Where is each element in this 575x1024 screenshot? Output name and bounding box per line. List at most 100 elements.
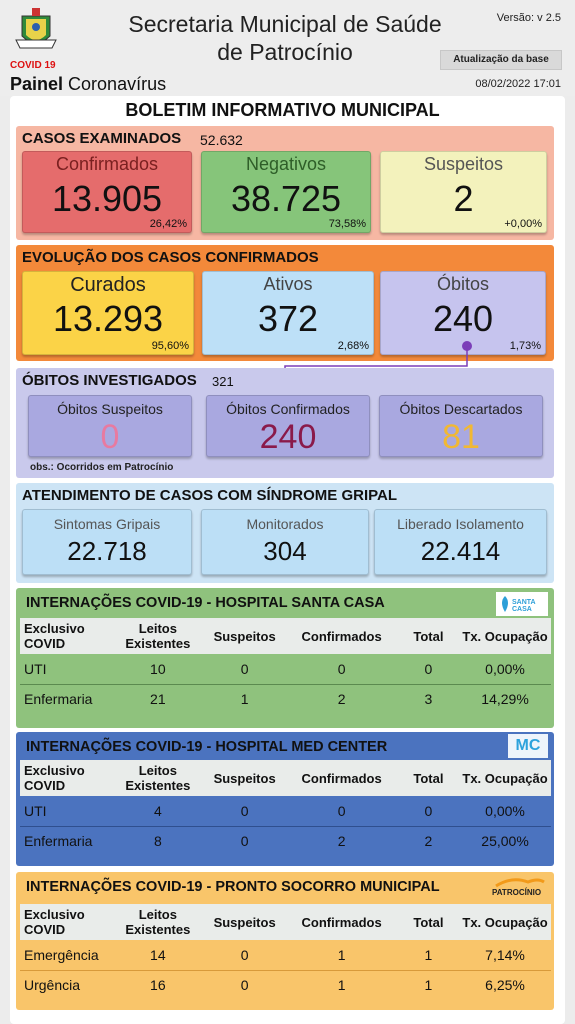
col-ocupacao: Tx. Ocupação: [462, 770, 548, 786]
table-cell: 2: [337, 833, 346, 850]
monitorados-box[interactable]: Monitorados 304: [201, 509, 369, 575]
sindrome-gripal-title: ATENDIMENTO DE CASOS COM SÍNDROME GRIPAL: [22, 487, 398, 504]
table-cell: 21: [150, 691, 166, 708]
col-suspeitos: Suspeitos: [213, 628, 276, 644]
obitos-note: obs.: Ocorridos em Patrocínio: [30, 462, 174, 473]
ativos-box[interactable]: Ativos 372 2,68%: [202, 271, 374, 355]
update-date: 08/02/2022 17:01: [475, 78, 561, 90]
table-cell: 2: [337, 691, 346, 708]
bulletin-card: BOLETIM INFORMATIVO MUNICIPAL CASOS EXAM…: [10, 96, 565, 1024]
monitorados-label: Monitorados: [246, 516, 324, 532]
obitos-label: Óbitos: [436, 274, 490, 294]
covid-caption: COVID 19: [10, 60, 56, 71]
med-center-logo: MC: [508, 734, 548, 758]
obitos-pct: 1,73%: [509, 340, 541, 352]
santa-casa-title: INTERNAÇÕES COVID-19 - HOSPITAL SANTA CA…: [26, 595, 385, 611]
table-cell: 0: [240, 660, 249, 677]
table-cell: 0: [240, 802, 249, 819]
table-cell: 25,00%: [481, 833, 529, 850]
pronto-socorro-title: INTERNAÇÕES COVID-19 - PRONTO SOCORRO MU…: [26, 879, 440, 895]
curados-label: Curados: [70, 274, 146, 296]
table-cell: 0: [240, 833, 249, 850]
liberado-box[interactable]: Liberado Isolamento 22.414: [374, 509, 547, 575]
col-ocupacao: Tx. Ocupação: [462, 914, 548, 930]
table-cell: 0: [424, 660, 433, 677]
confirmados-box[interactable]: Confirmados 13.905 26,42%: [22, 151, 192, 233]
negativos-pct: 73,58%: [328, 218, 366, 230]
med-center-section: INTERNAÇÕES COVID-19 - HOSPITAL MED CENT…: [16, 732, 554, 866]
pronto-socorro-section: INTERNAÇÕES COVID-19 - PRONTO SOCORRO MU…: [16, 872, 554, 1010]
city-coat-of-arms-logo: [12, 6, 60, 58]
obitos-descartados-value: 81: [442, 418, 480, 456]
confirmados-pct: 26,42%: [149, 218, 187, 230]
obitos-suspeitos-label: Óbitos Suspeitos: [57, 401, 163, 417]
sintomas-box[interactable]: Sintomas Gripais 22.718: [22, 509, 192, 575]
col-leitos: Leitos Existentes: [125, 907, 191, 937]
pronto-socorro-table: Exclusivo COVID Leitos Existentes Suspei…: [20, 904, 551, 1000]
obitos-investigados-title: ÓBITOS INVESTIGADOS: [22, 372, 197, 389]
table-cell: UTI: [24, 802, 47, 819]
table-cell: 0: [337, 802, 346, 819]
table-cell: 14: [150, 946, 166, 963]
confirmados-label: Confirmados: [55, 154, 159, 174]
ativos-pct: 2,68%: [337, 340, 369, 352]
table-cell: 0,00%: [485, 660, 525, 677]
table-cell: 14,29%: [481, 691, 529, 708]
table-row: Enfermaria 21 1 2 3 14,29%: [20, 684, 551, 714]
page-title: Secretaria Municipal de Saúde de Patrocí…: [110, 10, 460, 66]
table-cell: Emergência: [24, 946, 99, 963]
obitos-investigados-count: 321: [212, 374, 234, 389]
obitos-suspeitos-value: 0: [100, 418, 120, 456]
curados-box[interactable]: Curados 13.293 95,60%: [22, 271, 194, 355]
liberado-label: Liberado Isolamento: [397, 516, 524, 532]
negativos-value: 38.725: [230, 178, 342, 219]
panel-title-bold: Painel: [10, 74, 64, 94]
casos-examinados-title: CASOS EXAMINADOS: [22, 130, 182, 147]
santa-casa-section: INTERNAÇÕES COVID-19 - HOSPITAL SANTA CA…: [16, 588, 554, 728]
bulletin-title: BOLETIM INFORMATIVO MUNICIPAL: [125, 100, 440, 120]
col-confirmados: Confirmados: [301, 628, 382, 644]
col-exclusivo: Exclusivo COVID: [24, 621, 85, 651]
negativos-label: Negativos: [245, 154, 327, 174]
sindrome-gripal-section: ATENDIMENTO DE CASOS COM SÍNDROME GRIPAL…: [16, 483, 554, 583]
negativos-box[interactable]: Negativos 38.725 73,58%: [201, 151, 371, 233]
suspeitos-box[interactable]: Suspeitos 2 +0,00%: [380, 151, 547, 233]
table-cell: 0: [240, 977, 249, 994]
table-cell: 0: [240, 946, 249, 963]
table-cell: 6,25%: [485, 977, 525, 994]
casos-examinados-count: 52.632: [200, 132, 243, 148]
table-cell: UTI: [24, 660, 47, 677]
col-confirmados: Confirmados: [301, 914, 382, 930]
patrocinio-logo-text: PATROCÍNIO: [492, 888, 542, 897]
obitos-confirmados-label: Óbitos Confirmados: [226, 401, 350, 417]
table-cell: 4: [153, 802, 162, 819]
obitos-value: 240: [432, 298, 494, 339]
suspeitos-value: 2: [453, 178, 474, 219]
table-cell: Enfermaria: [24, 833, 93, 850]
obitos-box[interactable]: Óbitos 240 1,73%: [380, 271, 546, 355]
col-ocupacao: Tx. Ocupação: [462, 628, 548, 644]
suspeitos-label: Suspeitos: [423, 154, 504, 174]
ativos-value: 372: [257, 298, 319, 339]
table-cell: 1: [337, 946, 346, 963]
obitos-investigados-section: ÓBITOS INVESTIGADOS 321 Óbitos Suspeitos…: [16, 368, 554, 478]
obitos-descartados-label: Óbitos Descartados: [399, 401, 523, 417]
update-base-button[interactable]: Atualização da base: [440, 50, 562, 70]
col-exclusivo: Exclusivo COVID: [24, 763, 85, 793]
table-cell: 1: [337, 977, 346, 994]
obitos-confirmados-value: 240: [259, 418, 317, 456]
table-cell: 0: [424, 802, 433, 819]
patrocinio-logo: PATROCÍNIO: [492, 876, 548, 898]
casos-examinados-section: CASOS EXAMINADOS 52.632 Confirmados 13.9…: [16, 126, 554, 240]
obitos-confirmados-box[interactable]: Óbitos Confirmados 240: [206, 395, 370, 457]
col-total: Total: [413, 914, 444, 930]
santa-casa-logo-text: SANTA CASA: [512, 599, 536, 613]
obitos-descartados-box[interactable]: Óbitos Descartados 81: [379, 395, 543, 457]
evolucao-section: EVOLUÇÃO DOS CASOS CONFIRMADOS Curados 1…: [16, 245, 554, 361]
curados-value: 13.293: [52, 298, 164, 339]
table-row: Enfermaria 8 0 2 2 25,00%: [20, 826, 551, 856]
table-cell: 7,14%: [485, 946, 525, 963]
col-total: Total: [413, 628, 444, 644]
sintomas-label: Sintomas Gripais: [53, 516, 161, 532]
obitos-suspeitos-box[interactable]: Óbitos Suspeitos 0: [28, 395, 192, 457]
